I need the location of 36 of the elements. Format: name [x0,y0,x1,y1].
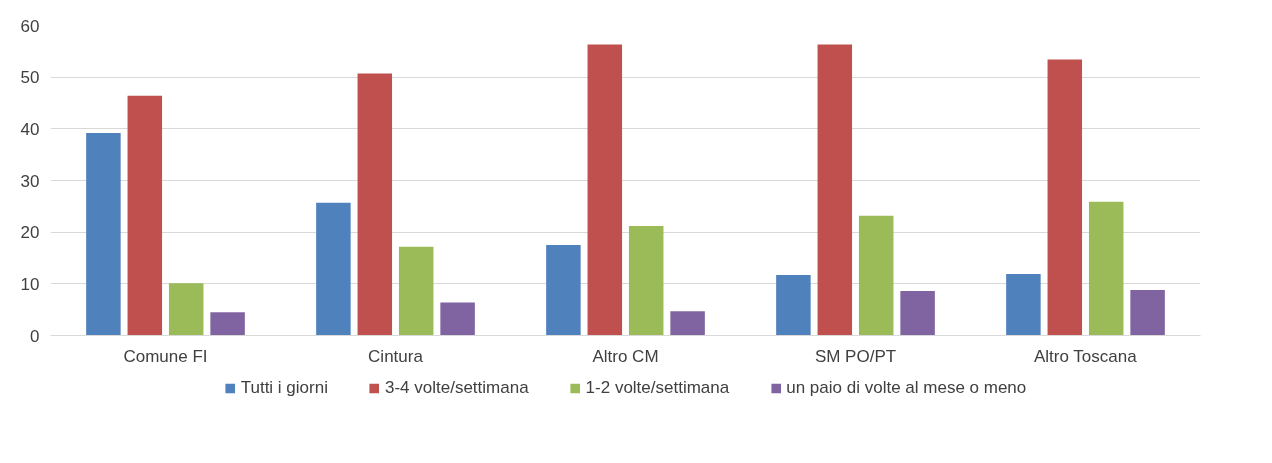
y-tick-label: 40 [20,119,40,139]
y-tick-label: 0 [30,326,40,346]
bar [398,246,434,336]
bar [127,95,163,336]
legend-label: Tutti i giorni [240,378,328,398]
x-tick-label: Altro CM [592,346,659,366]
bar [357,73,393,336]
bar [546,245,581,336]
bar [670,311,705,336]
bar [168,283,204,336]
y-tick-label: 10 [20,274,40,294]
y-tick-label: 20 [20,223,40,243]
bar [1088,201,1124,336]
legend-label: 3-4 volte/settimana [384,378,529,398]
x-tick-label: Cintura [368,346,424,366]
y-tick-label: 50 [20,68,40,88]
x-tick-label: SM PO/PT [814,346,897,366]
bar [628,225,664,336]
bar [440,302,475,336]
x-tick-label: Comune FI [123,346,208,366]
bar [817,44,853,336]
bar [210,312,245,336]
bar [1130,290,1165,336]
bar [1047,59,1083,336]
bar [900,291,935,336]
bar [587,44,623,336]
y-tick-label: 60 [20,16,40,36]
bar [316,202,351,336]
bar [86,132,121,336]
bar [776,275,811,336]
legend-label: 1-2 volte/settimana [585,378,730,398]
bar [1006,274,1041,336]
x-tick-label: Altro Toscana [1034,346,1138,366]
y-tick-label: 30 [20,171,40,191]
legend-label: un paio di volte al mese o meno [786,378,1027,398]
bar [858,215,894,336]
